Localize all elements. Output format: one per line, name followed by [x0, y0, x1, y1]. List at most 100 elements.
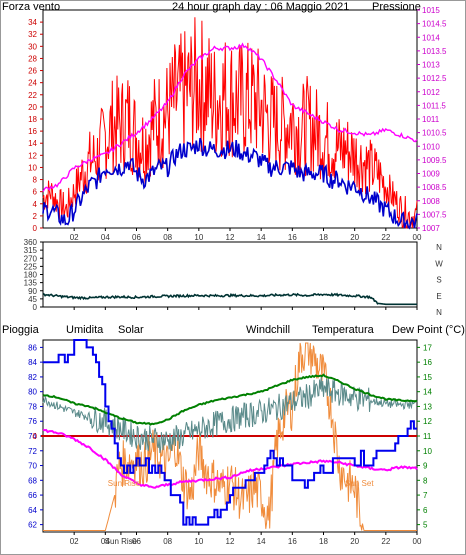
bottom-left-tick-label: 76 [28, 417, 37, 426]
bottom-left-tick-label: 80 [28, 388, 37, 397]
mid-right-compass-label: S [436, 276, 441, 285]
bottom-x-tick-label: 02 [70, 537, 79, 546]
sunrise-annotation: Sun Rise [108, 479, 141, 488]
top-left-tick-label: 18 [28, 115, 37, 124]
bottom-left-tick-label: 82 [28, 373, 37, 382]
bottom-right-tick-label: 17 [423, 343, 432, 352]
mid-left-tick-label: 135 [24, 279, 38, 288]
top-left-tick-label: 6 [33, 188, 38, 197]
dewpoint-label: Dew Point (°C) [392, 324, 465, 336]
wind-average-series [42, 137, 418, 230]
bottom-x-tick-label: 06 [132, 537, 141, 546]
bottom-right-tick-label: 8 [423, 476, 428, 485]
bottom-right-tick-label: 13 [423, 402, 432, 411]
top-left-tick-label: 28 [28, 54, 37, 63]
rain-label: Pioggia [2, 324, 40, 336]
bottom-left-tick-label: 70 [28, 462, 37, 471]
bottom-right-tick-label: 5 [423, 521, 428, 530]
top-right-tick-label: 1010.5 [422, 129, 447, 138]
bottom-x-tick-label: 12 [226, 537, 235, 546]
top-left-tick-label: 16 [28, 127, 37, 136]
top-right-tick-label: 1012.5 [422, 74, 447, 83]
top-right-tick-label: 1008.5 [422, 183, 447, 192]
mid-left-tick-label: 90 [28, 287, 37, 296]
top-right-tick-label: 1007 [422, 224, 440, 233]
pressure-series [42, 42, 418, 192]
top-right-tick-label: 1015 [422, 6, 440, 15]
top-x-tick-label: 04 [101, 233, 110, 242]
top-x-tick-label: 22 [381, 233, 390, 242]
mid-left-tick-label: 360 [24, 238, 38, 247]
top-x-tick-label: 00 [413, 233, 422, 242]
top-right-tick-label: 1008 [422, 197, 440, 206]
bottom-x-tick-label: 22 [381, 537, 390, 546]
top-right-tick-label: 1011.5 [422, 101, 446, 110]
temperature-humidity-plot: 6264666870727476788082848656789101112131… [28, 339, 432, 546]
top-left-tick-label: 24 [28, 79, 37, 88]
windchill-series [42, 376, 417, 454]
top-right-tick-label: 1011 [422, 115, 440, 124]
bottom-x-tick-label: 14 [257, 537, 266, 546]
bottom-left-tick-label: 64 [28, 506, 37, 515]
top-x-tick-label: 02 [70, 233, 79, 242]
bottom-left-tick-label: 68 [28, 476, 37, 485]
top-x-tick-label: 06 [132, 233, 141, 242]
top-x-tick-label: 20 [350, 233, 359, 242]
chart-title: 24 hour graph day : 06 Maggio 2021 [172, 1, 349, 13]
humidity-series [43, 339, 417, 526]
bottom-x-tick-label: 18 [319, 537, 328, 546]
top-x-tick-label: 14 [257, 233, 266, 242]
top-left-tick-label: 32 [28, 30, 37, 39]
mid-left-tick-label: 315 [24, 246, 38, 255]
top-left-label: Forza vento [2, 1, 60, 13]
bottom-x-tick-label: 00 [413, 537, 422, 546]
bottom-x-tick-label: 10 [194, 537, 203, 546]
bottom-right-tick-label: 12 [423, 417, 432, 426]
top-left-tick-label: 30 [28, 42, 37, 51]
bottom-left-tick-label: 74 [28, 432, 37, 441]
top-x-tick-label: 18 [319, 233, 328, 242]
top-right-tick-label: 1010 [422, 142, 440, 151]
top-left-tick-label: 8 [33, 176, 38, 185]
top-right-tick-label: 1009.5 [422, 156, 447, 165]
rain-zero-label: 0 [33, 432, 38, 441]
wind-pressure-plot: 024681012141618202224262830323410071007.… [28, 6, 447, 242]
top-left-tick-label: 20 [28, 103, 37, 112]
bottom-left-tick-label: 66 [28, 491, 37, 500]
top-right-tick-label: 1014 [422, 33, 440, 42]
temperature-label: Temperatura [312, 324, 375, 336]
bottom-x-tick-label: 16 [288, 537, 297, 546]
humidity-label: Umidita [66, 324, 104, 336]
top-right-tick-label: 1007.5 [422, 210, 447, 219]
top-x-tick-label: 12 [226, 233, 235, 242]
bottom-x-tick-label: Sun Rise [105, 537, 138, 546]
top-left-tick-label: 22 [28, 91, 37, 100]
bottom-x-tick-label: 04 [101, 537, 110, 546]
sunset-annotation: Sun Set [345, 479, 374, 488]
windchill-label: Windchill [246, 324, 290, 336]
bottom-left-tick-label: 62 [28, 521, 37, 530]
bottom-right-tick-label: 15 [423, 373, 432, 382]
mid-left-tick-label: 0 [33, 303, 38, 312]
top-left-tick-label: 14 [28, 139, 37, 148]
top-x-tick-label: 16 [288, 233, 297, 242]
mid-left-tick-label: 225 [24, 262, 38, 271]
bottom-right-tick-label: 7 [423, 491, 428, 500]
top-right-tick-label: 1014.5 [422, 20, 447, 29]
bottom-right-tick-label: 14 [423, 388, 432, 397]
top-x-tick-label: 08 [163, 233, 172, 242]
top-right-tick-label: 1013.5 [422, 47, 447, 56]
top-left-tick-label: 10 [28, 163, 37, 172]
bottom-x-tick-label: 20 [350, 537, 359, 546]
bottom-right-tick-label: 11 [423, 432, 432, 441]
mid-right-compass-label: N [436, 308, 442, 317]
top-left-tick-label: 34 [28, 18, 37, 27]
top-right-tick-label: 1009 [422, 170, 440, 179]
top-right-tick-label: 1013 [422, 61, 440, 70]
wind-direction-series [42, 292, 417, 306]
top-right-label: Pressione [372, 1, 421, 13]
bottom-right-tick-label: 10 [423, 447, 432, 456]
